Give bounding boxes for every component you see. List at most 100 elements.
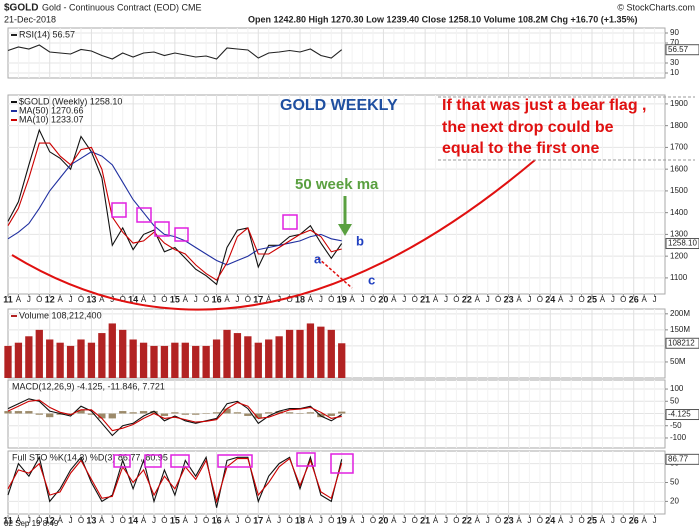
highlight-box <box>136 207 152 223</box>
quote: Open 1242.80 High 1270.30 Low 1239.40 Cl… <box>248 14 638 24</box>
series-line <box>7 399 342 432</box>
last-value-label: 108212 <box>668 338 695 347</box>
x-tick-label: 21 <box>420 294 430 304</box>
x-tick-label: O <box>36 516 42 525</box>
x-tick-label: O <box>578 295 584 304</box>
x-tick-label: O <box>537 295 543 304</box>
bar <box>212 412 221 414</box>
bar <box>25 336 33 378</box>
highlight-box <box>144 454 162 468</box>
bar <box>338 411 346 414</box>
annotation-note: equal to the first one <box>442 140 599 157</box>
x-tick-label: A <box>516 295 522 304</box>
x-tick-label: O <box>328 295 334 304</box>
x-tick-label: O <box>78 516 84 525</box>
bar <box>25 411 33 414</box>
bar <box>171 342 179 378</box>
bar <box>77 339 85 378</box>
x-tick-label: O <box>495 516 501 525</box>
bar <box>87 342 96 378</box>
bar <box>338 343 346 378</box>
panel-title: Full STO %K(14,3) %D(3) 86.77, 80.95 <box>12 452 168 462</box>
x-tick-label: 12 <box>45 294 55 304</box>
bar <box>296 329 304 378</box>
x-tick-label: A <box>475 516 481 525</box>
x-tick-label: J <box>194 295 198 304</box>
x-tick-label: 13 <box>86 294 96 304</box>
x-tick-label: 20 <box>378 294 388 304</box>
x-tick-label: J <box>152 295 156 304</box>
projection-line <box>317 257 353 289</box>
bar <box>35 329 43 378</box>
x-tick-label: O <box>328 516 334 525</box>
x-tick-label: 18 <box>295 294 305 304</box>
x-tick-label: J <box>611 295 615 304</box>
y-tick-label: 200M <box>670 309 690 318</box>
last-value-label: 56.57 <box>668 45 689 54</box>
x-tick-label: O <box>537 516 543 525</box>
series-line <box>7 44 343 60</box>
last-value-badge <box>665 453 699 465</box>
x-tick-label: 15 <box>170 294 180 304</box>
bar <box>87 413 96 415</box>
x-tick-label: J <box>361 516 365 525</box>
highlight-box <box>154 221 170 237</box>
x-tick-label: 25 <box>587 515 597 525</box>
x-tick-label: A <box>266 295 272 304</box>
x-tick-label: O <box>245 516 251 525</box>
bar <box>139 411 148 414</box>
series-line <box>7 457 343 504</box>
bar <box>181 342 189 378</box>
x-tick-label: O <box>78 295 84 304</box>
x-tick-label: O <box>286 516 292 525</box>
bar <box>254 413 262 419</box>
x-tick-label: A <box>99 295 105 304</box>
x-tick-label: O <box>370 516 376 525</box>
bar <box>254 342 262 378</box>
x-tick-label: O <box>120 295 126 304</box>
x-tick-label: O <box>36 295 42 304</box>
x-tick-label: O <box>620 295 626 304</box>
y-tick-label: 1800 <box>670 121 688 130</box>
x-tick-label: 12 <box>45 515 55 525</box>
bar <box>160 413 169 416</box>
x-tick-label: 13 <box>86 515 96 525</box>
x-tick-label: O <box>370 295 376 304</box>
x-tick-label: A <box>16 516 22 525</box>
highlight-box <box>217 454 253 468</box>
legend-label: $GOLD (Weekly) 1258.10 <box>19 96 122 106</box>
y-tick-label: 90 <box>670 28 679 37</box>
bar <box>77 409 85 414</box>
bar <box>233 333 242 378</box>
x-tick-label: A <box>600 295 606 304</box>
bar <box>35 413 43 415</box>
highlight-box <box>296 452 316 467</box>
x-tick-label: 14 <box>128 515 138 525</box>
bar <box>119 411 127 414</box>
footer: 02 Sep 19 8:49 <box>4 519 59 528</box>
bar <box>46 339 54 378</box>
bar <box>4 411 12 414</box>
panel-frame <box>7 308 666 379</box>
x-tick-label: 21 <box>420 515 430 525</box>
x-tick-label: O <box>495 295 501 304</box>
x-tick-label: O <box>453 516 459 525</box>
bar <box>327 413 335 416</box>
bar <box>212 339 221 378</box>
last-value-badge <box>665 44 699 56</box>
annotation-note: the next drop could be <box>442 119 614 136</box>
y-tick-label: 50M <box>670 357 686 366</box>
instrument-name: Gold - Continuous Contract (EOD) CME <box>42 2 202 12</box>
x-tick-label: 20 <box>378 515 388 525</box>
bar <box>244 413 252 416</box>
y-tick-label: -50 <box>670 421 682 430</box>
x-tick-label: J <box>235 295 239 304</box>
x-tick-label: J <box>444 295 448 304</box>
panel-title: MACD(12,26,9) -4.125, -11.846, 7.721 <box>12 381 165 391</box>
x-tick-label: O <box>412 295 418 304</box>
x-tick-label: 19 <box>337 515 347 525</box>
last-value-badge <box>665 409 699 421</box>
bar <box>233 412 242 414</box>
panel-frame <box>7 27 666 79</box>
bar <box>275 411 283 414</box>
